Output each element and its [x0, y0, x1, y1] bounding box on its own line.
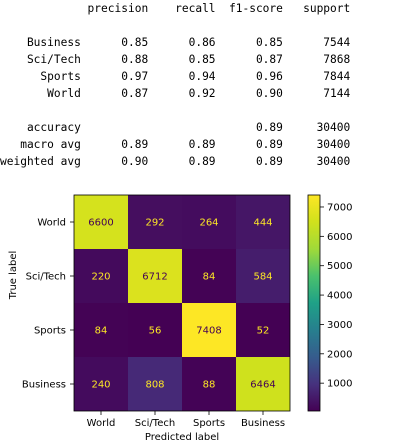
y-tick-labels: World Sci/Tech Sports Business — [22, 218, 74, 391]
matrix-cell — [236, 195, 290, 249]
x-axis-label: Predicted label — [145, 432, 219, 443]
x-tick-label: Sports — [193, 418, 225, 429]
matrix-cell — [74, 249, 128, 303]
matrix-cell-value: 56 — [149, 326, 162, 337]
y-tick-label: Sports — [34, 326, 66, 337]
matrix-cell-value: 52 — [257, 326, 270, 337]
matrix-frame — [73, 194, 291, 412]
matrix-cell-value: 264 — [199, 218, 218, 229]
report-spacer — [0, 102, 350, 119]
report-summary-row: weighted avg 0.90 0.89 0.89 30400 — [0, 155, 351, 168]
matrix-cell-value: 6712 — [142, 272, 167, 283]
matrix-cell-value: 292 — [145, 218, 164, 229]
matrix-cell-value: 84 — [95, 326, 108, 337]
colorbar-tick-label: 3000 — [327, 320, 352, 331]
matrix-cell — [236, 249, 290, 303]
report-row: Business 0.85 0.86 0.85 7544 — [0, 36, 351, 49]
y-tick-label: Business — [22, 380, 66, 391]
report-row: World 0.87 0.92 0.90 7144 — [0, 87, 351, 100]
y-axis-label: True label — [8, 251, 19, 301]
matrix-cell — [74, 195, 128, 249]
report-row: Sci/Tech 0.88 0.85 0.87 7868 — [0, 53, 351, 66]
report-summary-row: macro avg 0.89 0.89 0.89 30400 — [0, 138, 351, 151]
matrix-cell-value: 444 — [253, 218, 272, 229]
report-header: precision recall f1-score support — [0, 2, 351, 15]
matrix-cell — [182, 195, 236, 249]
matrix-cell — [128, 303, 182, 357]
y-tick-label: Sci/Tech — [26, 272, 66, 283]
matrix-cell — [182, 249, 236, 303]
matrix-cell — [236, 357, 290, 411]
matrix-cell — [182, 303, 236, 357]
matrix-cell — [128, 195, 182, 249]
report-summary-row: accuracy 0.89 30400 — [0, 121, 351, 134]
confusion-matrix-figure: 6600 292 264 444 220 6712 84 584 84 56 7408 52 240 80… — [8, 194, 352, 443]
matrix-cell-value: 220 — [91, 272, 110, 283]
matrix-cell-value: 88 — [203, 380, 216, 391]
matrix-cell — [74, 357, 128, 411]
y-tick-label: World — [37, 218, 66, 229]
matrix-cells: 6600 292 264 444 220 6712 84 584 84 56 7408 52 240 80… — [73, 194, 291, 412]
colorbar-tick-label: 6000 — [327, 232, 352, 243]
x-tick-label: Sci/Tech — [135, 418, 175, 429]
x-tick-label: World — [87, 418, 116, 429]
colorbar-tick-label: 1000 — [327, 379, 352, 390]
matrix-cell-value: 240 — [91, 380, 110, 391]
colorbar-tick-label: 7000 — [327, 202, 352, 213]
matrix-cell-value: 584 — [253, 272, 272, 283]
classification-report: precision recall f1-score support Busine… — [0, 0, 350, 170]
colorbar-tick-labels: 1000 2000 3000 4000 5000 6000 7000 — [320, 202, 352, 390]
matrix-cell — [182, 357, 236, 411]
x-tick-label: Business — [241, 418, 285, 429]
report-spacer — [0, 17, 350, 34]
matrix-cell-value: 84 — [203, 272, 216, 283]
matrix-cell — [128, 249, 182, 303]
matrix-cell-value: 6464 — [250, 380, 275, 391]
colorbar-tick-label: 4000 — [327, 291, 352, 302]
matrix-cell-value: 808 — [145, 380, 164, 391]
report-row: Sports 0.97 0.94 0.96 7844 — [0, 70, 351, 83]
matrix-cell — [128, 357, 182, 411]
matrix-cell-value: 6600 — [88, 218, 113, 229]
matrix-cell-value: 7408 — [196, 326, 221, 337]
colorbar-tick-label: 5000 — [327, 261, 352, 272]
matrix-cell — [236, 303, 290, 357]
colorbar-tick-label: 2000 — [327, 349, 352, 360]
x-tick-labels: World Sci/Tech Sports Business — [87, 411, 285, 429]
colorbar — [307, 194, 321, 412]
matrix-cell — [74, 303, 128, 357]
